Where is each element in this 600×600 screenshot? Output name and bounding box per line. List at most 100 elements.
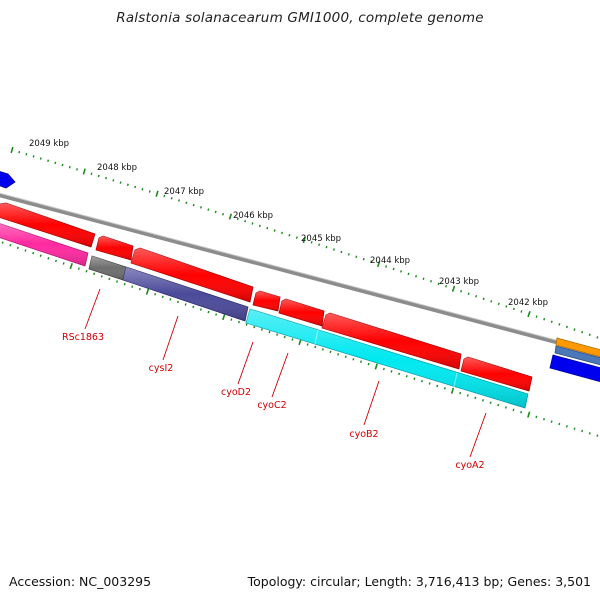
inner-ruler-tick: [558, 422, 561, 426]
features-right-edge: [549, 337, 600, 383]
gene-label-lines: [84, 288, 487, 458]
inner-ruler-tick: [260, 328, 263, 331]
outer-ruler-tick: [288, 233, 291, 237]
feature-orange: [555, 337, 600, 358]
leader-cyoA2: [469, 412, 487, 458]
outer-ruler-tick: [273, 229, 276, 232]
inner-ruler-tick: [459, 391, 462, 395]
inner-ruler-tick: [145, 288, 150, 295]
inner-ruler-tick: [512, 408, 515, 412]
outer-ruler-tick: [61, 163, 64, 167]
outer-ruler-tick: [200, 206, 202, 209]
outer-ruler-tick: [505, 305, 508, 308]
inner-ruler-tick: [1, 241, 4, 244]
outer-ruler-tick: [445, 284, 448, 288]
inner-ruler-tick: [314, 345, 317, 349]
outer-ruler-tick: [422, 277, 425, 281]
inner-ruler-tick: [108, 277, 111, 281]
outer-ruler-tick: [141, 188, 144, 191]
outer-ruler-tick: [385, 265, 388, 268]
ruler-label-2044: 2044 kbp: [370, 256, 410, 266]
inner-ruler-tick: [466, 394, 469, 397]
cds-shading: [0, 203, 532, 391]
inner-ruler-tick: [39, 254, 42, 257]
inner-ruler-tick: [482, 399, 484, 402]
gene-label-cyoD2: cyoD2: [221, 387, 251, 398]
outer-ruler-tick: [251, 222, 254, 225]
ruler-label-2048: 2048 kbp: [97, 163, 137, 173]
genome-backbone: [0, 192, 600, 356]
outer-ruler-tick: [302, 236, 306, 244]
outer-ruler-tick: [415, 275, 418, 278]
inner-ruler-tick: [573, 427, 576, 430]
outer-ruler-tick: [281, 231, 284, 235]
inner-ruler-tick: [131, 285, 134, 288]
inner-ruler-tick: [344, 355, 347, 359]
inner-ruler-tick: [123, 282, 126, 286]
inner-ruler-tick: [543, 418, 545, 421]
inner-ruler-tick: [413, 377, 416, 380]
outer-ruler-tick: [318, 243, 321, 247]
inner-ruler-tick: [550, 420, 553, 423]
outer-ruler-tick: [467, 292, 470, 296]
outer-ruler-tick: [148, 190, 151, 193]
outer-ruler-tick: [400, 270, 403, 273]
feature-blue-left: [0, 171, 16, 189]
outer-ruler-tick: [588, 333, 591, 337]
inner-ruler-tick: [215, 313, 218, 316]
outer-ruler-tick: [222, 212, 225, 216]
ruler-label-2045: 2045 kbp: [301, 234, 341, 244]
gene-label-cysI2: cysI2: [149, 363, 174, 374]
outer-ruler-tick: [310, 241, 313, 244]
outer-ruler-tick: [460, 289, 463, 293]
inner-ruler-tick: [405, 375, 408, 378]
inner-ruler-tick: [276, 333, 279, 336]
outer-ruler-tick: [97, 174, 100, 178]
outer-ruler-tick: [105, 176, 108, 180]
feature-track: [0, 223, 529, 409]
inner-ruler-tick: [398, 372, 401, 376]
outer-ruler-tick: [512, 307, 515, 311]
inner-ruler-tick: [245, 323, 248, 326]
inner-ruler-tick: [253, 325, 256, 329]
outer-ruler-tick: [407, 272, 410, 276]
inner-ruler-ticks: [1, 241, 599, 437]
outer-ruler-tick: [39, 157, 42, 160]
outer-ruler-tick: [112, 179, 115, 182]
inner-ruler-tick: [421, 379, 423, 383]
outer-ruler-tick: [10, 146, 14, 154]
inner-ruler-tick: [176, 300, 180, 304]
inner-ruler-tick: [596, 434, 599, 437]
outer-ruler-tick: [228, 213, 233, 220]
inner-ruler-tick: [54, 259, 58, 263]
inner-ruler-tick: [382, 367, 385, 371]
gene-label-cyoA2: cyoA2: [455, 460, 484, 471]
outer-ruler-tick: [451, 285, 456, 292]
inner-ruler-tick: [321, 348, 324, 351]
inner-ruler-tick: [504, 406, 507, 409]
inner-ruler-tick: [489, 401, 492, 404]
inner-ruler-tick: [230, 318, 233, 321]
outer-ruler-tick: [185, 201, 188, 205]
outer-ruler-tick: [163, 194, 166, 198]
inner-ruler-tick: [9, 243, 12, 247]
inner-ruler-tick: [237, 320, 241, 324]
inner-ruler-tick: [520, 410, 523, 414]
outer-ruler-tick: [192, 203, 195, 207]
outer-ruler-tick: [596, 336, 599, 339]
inner-ruler-tick: [359, 360, 363, 363]
gene-labels: RSc1863 cysI2 cyoD2 cyoC2 cyoB2 cyoA2: [62, 332, 485, 471]
outer-ruler-tick: [68, 165, 71, 169]
outer-ruler-tick: [347, 253, 350, 256]
inner-ruler-tick: [62, 262, 65, 265]
inner-ruler-tick: [93, 272, 96, 276]
outer-ruler-tick: [32, 155, 35, 158]
outer-ruler-tick: [214, 210, 217, 214]
outer-ruler-tick: [535, 315, 538, 318]
outer-ruler-tick: [430, 280, 433, 283]
inner-ruler-tick: [115, 280, 119, 283]
inner-ruler-tick: [298, 338, 302, 346]
outer-ruler-tick: [490, 300, 493, 303]
outer-ruler-tick: [18, 150, 21, 154]
inner-ruler-tick: [184, 303, 187, 306]
